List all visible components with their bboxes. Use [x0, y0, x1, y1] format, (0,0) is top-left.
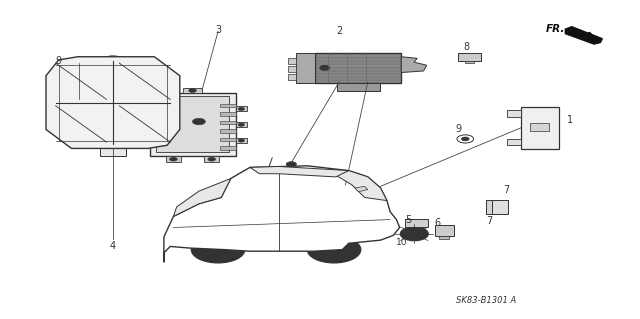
Circle shape — [105, 58, 120, 65]
Circle shape — [400, 227, 428, 241]
Circle shape — [99, 138, 115, 146]
Bar — [220, 121, 236, 124]
Text: FR.: FR. — [546, 24, 566, 34]
Bar — [183, 88, 202, 93]
Text: 7: 7 — [486, 216, 492, 226]
Bar — [507, 139, 521, 145]
Bar — [220, 138, 236, 141]
Text: 9: 9 — [56, 56, 62, 66]
Text: 10: 10 — [396, 238, 407, 247]
Circle shape — [307, 236, 361, 263]
Bar — [465, 61, 474, 63]
Circle shape — [191, 236, 245, 263]
Circle shape — [321, 243, 348, 256]
Bar — [521, 107, 559, 149]
Circle shape — [205, 243, 232, 256]
Bar — [236, 122, 247, 127]
Text: 3: 3 — [215, 25, 221, 35]
Bar — [492, 200, 508, 214]
Bar — [458, 53, 481, 61]
Bar — [507, 110, 521, 117]
Polygon shape — [250, 167, 349, 177]
Polygon shape — [173, 178, 231, 216]
Circle shape — [189, 89, 196, 93]
Circle shape — [461, 137, 469, 141]
Bar — [100, 148, 125, 156]
Circle shape — [56, 92, 72, 100]
Polygon shape — [46, 57, 180, 148]
Bar — [289, 66, 296, 72]
Bar — [236, 106, 247, 111]
Circle shape — [408, 231, 420, 237]
Bar — [220, 129, 236, 133]
Circle shape — [238, 139, 244, 142]
Polygon shape — [355, 186, 368, 192]
Bar — [220, 104, 236, 107]
Bar — [220, 112, 236, 116]
Text: 8: 8 — [463, 42, 470, 52]
Text: 1: 1 — [568, 115, 573, 125]
Bar — [166, 156, 181, 162]
Text: SK83-B1301 A: SK83-B1301 A — [456, 296, 516, 305]
Circle shape — [286, 162, 296, 167]
Circle shape — [58, 70, 66, 74]
Bar — [439, 236, 449, 239]
Bar — [486, 200, 493, 214]
Bar — [337, 83, 380, 91]
Bar — [291, 217, 307, 221]
Polygon shape — [336, 171, 387, 201]
Bar — [156, 96, 229, 152]
Circle shape — [193, 118, 205, 125]
Circle shape — [238, 123, 244, 126]
Bar — [289, 74, 296, 80]
Polygon shape — [565, 27, 602, 44]
Bar — [435, 225, 454, 236]
Text: 7: 7 — [504, 184, 510, 195]
Circle shape — [151, 63, 164, 69]
Circle shape — [170, 157, 177, 161]
Text: 2: 2 — [336, 26, 342, 36]
Bar — [316, 53, 401, 83]
Bar — [289, 58, 296, 64]
Polygon shape — [401, 57, 427, 72]
Circle shape — [320, 65, 330, 70]
Bar — [204, 156, 220, 162]
Bar — [405, 219, 428, 226]
Bar — [531, 123, 549, 131]
Circle shape — [238, 107, 244, 110]
Circle shape — [208, 157, 216, 161]
Bar — [296, 53, 316, 83]
Bar — [236, 138, 247, 143]
Text: 4: 4 — [110, 241, 116, 251]
Text: 5: 5 — [405, 215, 411, 225]
Polygon shape — [164, 166, 399, 262]
Text: 6: 6 — [435, 218, 441, 228]
Bar — [220, 146, 236, 150]
Text: 9: 9 — [456, 123, 462, 134]
Bar — [150, 93, 236, 156]
